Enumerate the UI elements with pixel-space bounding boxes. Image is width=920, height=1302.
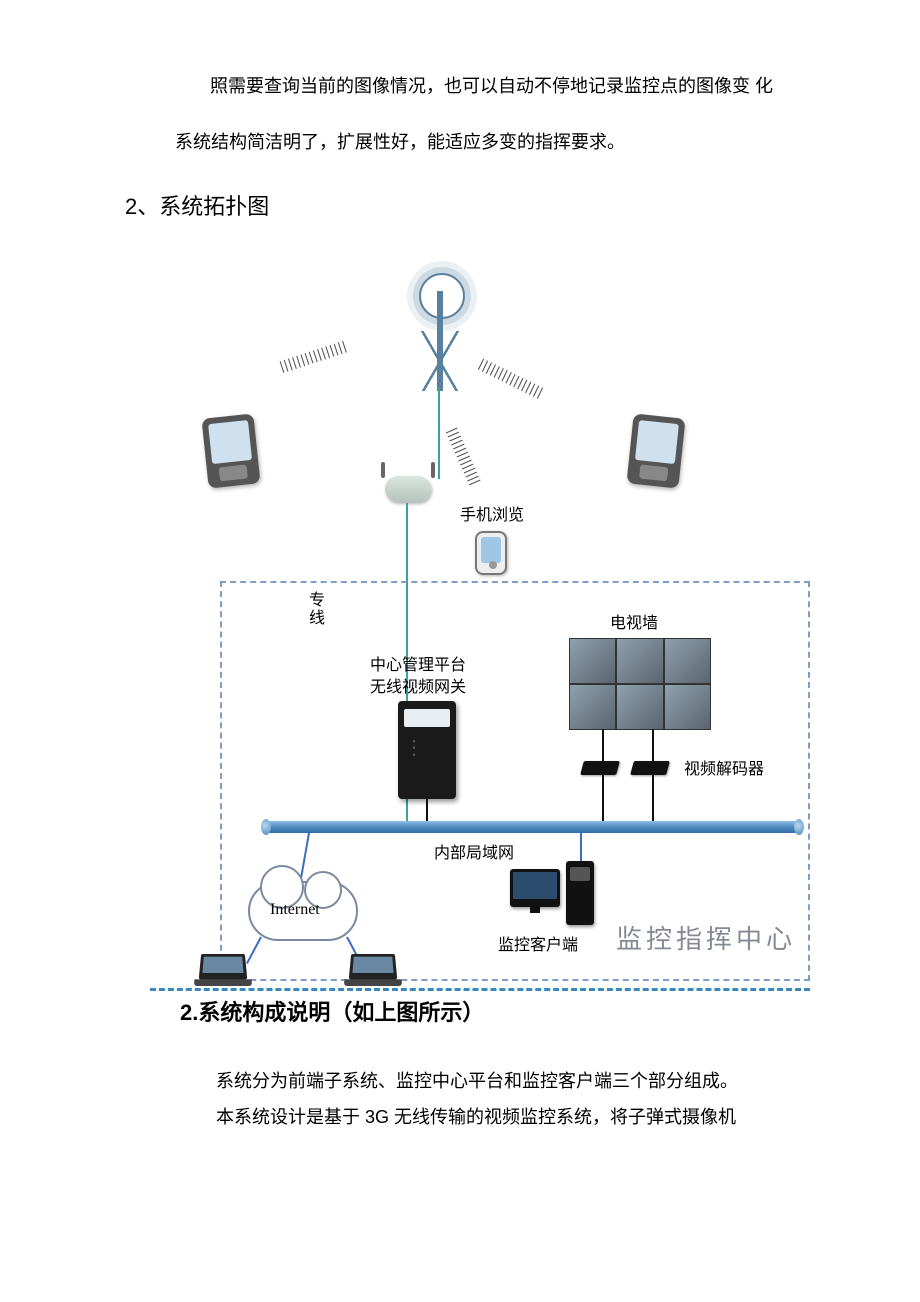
wireless-signal-down-icon: |||||||||||||| xyxy=(445,425,484,487)
label-command-center: 监控指挥中心 xyxy=(616,919,796,956)
label-tv-wall: 电视墙 xyxy=(610,609,658,633)
decoder-a-icon xyxy=(580,761,620,775)
body-paragraph-1: 系统分为前端子系统、监控中心平台和监控客户端三个部分组成。 xyxy=(216,1063,800,1099)
label-center-platform-1: 中心管理平台 xyxy=(370,651,466,675)
lan-pipe-icon xyxy=(265,821,800,833)
section-heading-topology: 2、系统拓扑图 xyxy=(125,189,860,221)
paragraph-summary: 系统结构简洁明了，扩展性好，能适应多变的指挥要求。 xyxy=(175,126,860,158)
label-mobile-browse: 手机浏览 xyxy=(460,501,524,525)
body-paragraph-2: 本系统设计是基于 3G 无线传输的视频监控系统，将子弹式摄像机 xyxy=(216,1099,800,1135)
decoder-b-icon xyxy=(630,761,670,775)
diagram-bottom-border xyxy=(150,984,810,991)
label-dedicated-line: 专线 xyxy=(302,591,326,627)
laptop-b-icon xyxy=(349,954,398,979)
wireless-signal-right-icon: |||||||||||||||| xyxy=(477,356,547,400)
router-icon xyxy=(385,476,431,502)
line-tower-router xyxy=(438,387,440,479)
line-lan-pc xyxy=(580,833,582,863)
mobile-device-right-icon xyxy=(626,413,685,488)
document-page: 照需要查询当前的图像情况，也可以自动不停地记录监控点的图像变 化 系统结构简洁明… xyxy=(0,0,920,1175)
cell-tower-icon xyxy=(437,291,443,391)
laptop-a-icon xyxy=(199,954,248,979)
wireless-signal-left-icon: |||||||||||||||| xyxy=(278,338,349,374)
line-server-lan xyxy=(426,799,428,823)
client-pc-monitor-icon xyxy=(510,869,560,907)
paragraph-continuation: 照需要查询当前的图像情况，也可以自动不停地记录监控点的图像变 化 xyxy=(210,70,790,102)
label-center-platform-2: 无线视频网关 xyxy=(370,673,466,697)
server-icon xyxy=(398,701,456,799)
line-tvwall-decoder-a xyxy=(602,729,604,761)
topology-diagram: |||||||||||||||| |||||||||||||||| ||||||… xyxy=(150,251,810,991)
line-decoder-a-lan xyxy=(602,775,604,823)
line-tvwall-decoder-b xyxy=(652,729,654,761)
section-heading-composition: 2.系统构成说明（如上图所示） xyxy=(180,995,860,1027)
label-lan: 内部局域网 xyxy=(434,839,514,863)
label-client: 监控客户端 xyxy=(498,931,578,955)
mobile-browse-phone-icon xyxy=(475,531,507,575)
label-internet: Internet xyxy=(270,901,320,919)
mobile-device-left-icon xyxy=(201,413,260,488)
line-decoder-b-lan xyxy=(652,775,654,823)
client-pc-tower-icon xyxy=(566,861,594,925)
label-decoder: 视频解码器 xyxy=(684,755,764,779)
tv-wall-icon xyxy=(570,639,710,729)
